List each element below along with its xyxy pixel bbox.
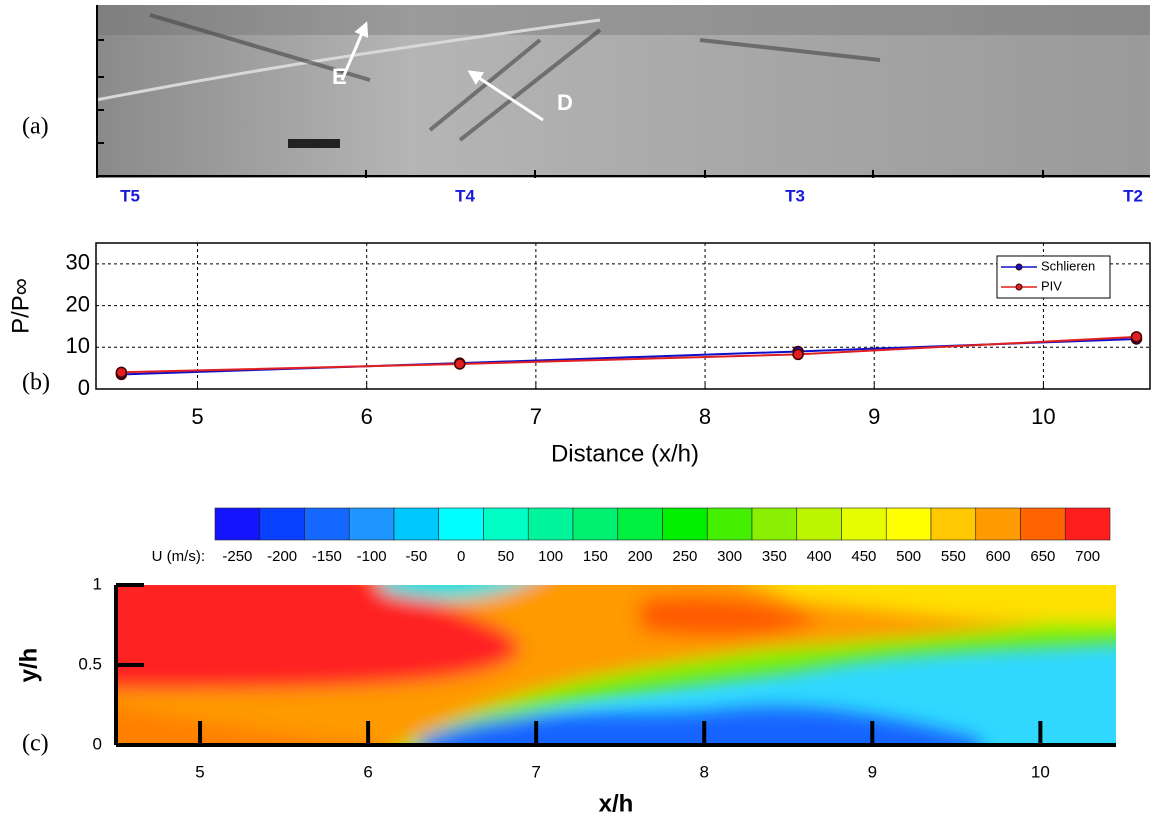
schlieren-image: [96, 5, 1150, 178]
panel-label: (a): [22, 114, 49, 140]
colorbar-label: 500: [896, 548, 921, 565]
colorbar-cell: [1021, 508, 1066, 540]
colorbar-cell: [842, 508, 887, 540]
x-tick-label: 6: [363, 762, 372, 781]
data-point: [455, 359, 465, 369]
colorbar-cell: [215, 508, 260, 540]
x-tick-label: 5: [191, 404, 203, 429]
legend-label: Schlieren: [1041, 258, 1095, 273]
colorbar-label: -100: [357, 548, 387, 565]
colorbar-cell: [797, 508, 842, 540]
panel-label: (b): [22, 370, 50, 396]
colorbar-label: -50: [406, 548, 428, 565]
colorbar-cell: [484, 508, 529, 540]
data-point: [1131, 332, 1141, 342]
x-tick-label: 8: [699, 404, 711, 429]
contour-field: [80, 560, 1160, 770]
station-label: T2: [1123, 186, 1143, 205]
colorbar-label: 650: [1030, 548, 1055, 565]
x-tick-label: 10: [1031, 762, 1050, 781]
legend-label: PIV: [1041, 278, 1062, 293]
x-tick-label: 10: [1031, 404, 1055, 429]
x-tick-label: 6: [361, 404, 373, 429]
colorbar-title: U (m/s):: [152, 548, 205, 565]
colorbar-cell: [752, 508, 797, 540]
colorbar-label: 350: [762, 548, 787, 565]
colorbar-cell: [1065, 508, 1110, 540]
colorbar-label: 250: [672, 548, 697, 565]
colorbar-cell: [976, 508, 1021, 540]
colorbar-cell: [663, 508, 708, 540]
colorbar-label: -250: [222, 548, 252, 565]
x-tick-label: 5: [195, 762, 204, 781]
y-tick-label: 30: [66, 250, 90, 275]
station-label: T3: [785, 186, 805, 205]
colorbar-cell: [528, 508, 573, 540]
colorbar-cell: [394, 508, 439, 540]
colorbar-cell: [886, 508, 931, 540]
colorbar-label: 700: [1075, 548, 1100, 565]
colorbar-cell: [573, 508, 618, 540]
colorbar-cell: [931, 508, 976, 540]
panel-label: (c): [22, 731, 49, 757]
colorbar-label: 550: [941, 548, 966, 565]
x-tick-label: 7: [531, 762, 540, 781]
legend-marker: [1016, 284, 1022, 290]
annotation: D: [557, 90, 573, 115]
colorbar-cell: [618, 508, 663, 540]
colorbar-cell: [260, 508, 305, 540]
plot-frame: [96, 243, 1150, 389]
y-axis-label: P/P∞: [7, 278, 34, 334]
station-label: T5: [120, 186, 140, 205]
colorbar-cell: [707, 508, 752, 540]
colorbar-label: 450: [851, 548, 876, 565]
x-axis-label: x/h: [599, 790, 634, 817]
colorbar-label: 600: [986, 548, 1011, 565]
y-tick-label: 0: [78, 375, 90, 400]
y-tick-label: 20: [66, 291, 90, 316]
colorbar-label: 150: [583, 548, 608, 565]
colorbar-cell: [439, 508, 484, 540]
station-label: T4: [455, 186, 475, 205]
y-tick-label: 10: [66, 333, 90, 358]
colorbar-label: 400: [807, 548, 832, 565]
annotation: E: [332, 64, 347, 89]
x-tick-label: 9: [868, 762, 877, 781]
colorbar-label: -200: [267, 548, 297, 565]
y-tick-label: 0: [93, 734, 102, 753]
x-tick-label: 9: [868, 404, 880, 429]
figure: (a) E D T5 T4 T3 T2 56789100102030Distan…: [0, 0, 1160, 820]
colorbar-label: 300: [717, 548, 742, 565]
x-tick-label: 8: [700, 762, 709, 781]
colorbar-cell: [349, 508, 394, 540]
colorbar-label: 0: [457, 548, 465, 565]
colorbar-label: 100: [538, 548, 563, 565]
legend-marker: [1016, 264, 1022, 270]
colorbar-label: 200: [628, 548, 653, 565]
colorbar-label: -150: [312, 548, 342, 565]
colorbar-cell: [305, 508, 350, 540]
x-axis-label: Distance (x/h): [551, 440, 699, 467]
data-point: [793, 349, 803, 359]
y-tick-label: 1: [93, 574, 102, 593]
y-tick-label: 0.5: [78, 654, 102, 673]
data-point: [116, 367, 126, 377]
y-axis-label: y/h: [15, 648, 42, 683]
x-tick-label: 7: [530, 404, 542, 429]
colorbar-label: 50: [498, 548, 515, 565]
